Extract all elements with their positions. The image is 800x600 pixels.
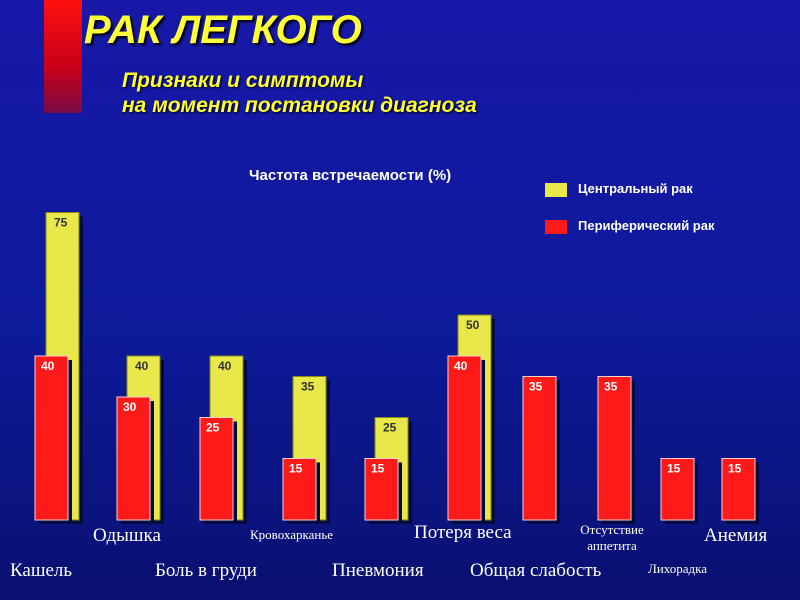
data-label-peripheral-anorexia: 35: [604, 380, 618, 394]
page-subtitle: Признаки и симптомы на момент постановки…: [122, 68, 477, 118]
subtitle-line-2: на момент постановки диагноза: [122, 94, 477, 117]
data-label-central-weight-loss: 50: [466, 318, 480, 332]
subtitle-line-1: Признаки и симптомы: [122, 69, 364, 92]
data-label-central-chest-pain: 40: [218, 359, 232, 373]
bar-peripheral-fever: [660, 458, 695, 521]
bar-peripheral-chest-pain: [199, 417, 234, 521]
bar-peripheral-anemia: [721, 458, 756, 521]
data-label-peripheral-pneumonia: 15: [371, 462, 385, 476]
data-label-peripheral-hemoptysis: 15: [289, 462, 303, 476]
legend-label-central: Центральный рак: [578, 181, 693, 196]
data-label-central-hemoptysis: 35: [301, 380, 315, 394]
bar-peripheral-weight-loss: [447, 355, 482, 521]
bar-peripheral-weakness: [522, 376, 557, 521]
bar-peripheral-pneumonia: [364, 458, 399, 521]
legend-swatch-peripheral: [545, 220, 567, 234]
bar-peripheral-anorexia: [597, 376, 632, 521]
data-label-central-dyspnea: 40: [135, 359, 149, 373]
category-label-cough: Кашель: [10, 560, 73, 581]
legend-swatch-central: [545, 183, 567, 197]
category-label-anorexia: Отсутствие аппетита: [580, 522, 644, 553]
category-label-fever: Лихорадка: [648, 561, 708, 576]
data-label-central-cough: 75: [54, 216, 68, 230]
page-title: РАК ЛЕГКОГО: [84, 8, 362, 52]
category-label-weakness: Общая слабость: [470, 560, 602, 581]
data-label-peripheral-fever: 15: [667, 462, 681, 476]
category-label-chest-pain: Боль в груди: [155, 560, 257, 581]
bar-peripheral-cough: [34, 355, 69, 521]
bar-peripheral-hemoptysis: [282, 458, 317, 521]
category-label-hemoptysis: Кровохарканье: [250, 527, 334, 542]
category-label-weight-loss: Потеря веса: [414, 522, 512, 543]
category-label-dyspnea: Одышка: [93, 525, 161, 546]
title-accent-block: [44, 0, 82, 113]
data-label-peripheral-weakness: 35: [529, 380, 543, 394]
data-label-peripheral-weight-loss: 40: [454, 359, 468, 373]
bar-peripheral-dyspnea: [116, 396, 151, 521]
category-label-anemia: Анемия: [704, 525, 768, 546]
data-label-peripheral-chest-pain: 25: [206, 421, 220, 435]
y-axis-label: Частота встречаемости (%): [249, 167, 452, 184]
data-label-peripheral-anemia: 15: [728, 462, 742, 476]
data-label-central-pneumonia: 25: [383, 421, 397, 435]
data-label-peripheral-dyspnea: 30: [123, 400, 137, 414]
data-label-peripheral-cough: 40: [41, 359, 55, 373]
legend-label-peripheral: Периферический рак: [578, 218, 715, 233]
category-label-pneumonia: Пневмония: [332, 560, 424, 581]
